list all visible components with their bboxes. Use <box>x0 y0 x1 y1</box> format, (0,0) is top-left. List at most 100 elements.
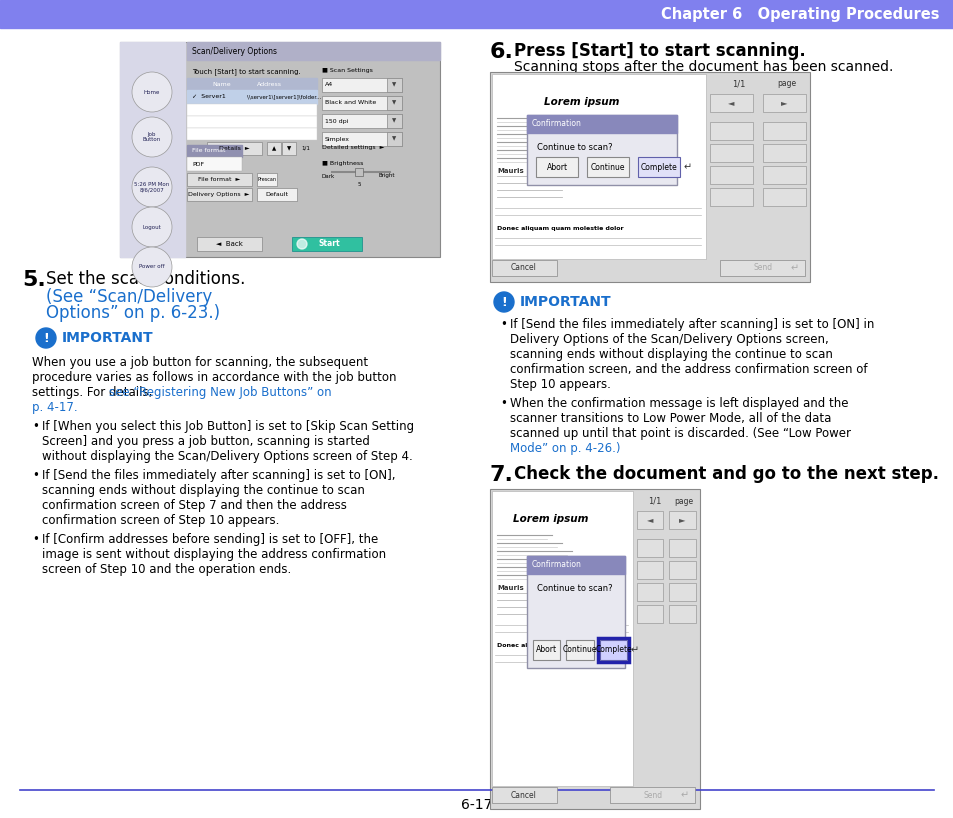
Text: Continue to scan?: Continue to scan? <box>537 142 612 151</box>
Text: Send: Send <box>642 790 662 799</box>
Text: Confirmation: Confirmation <box>532 560 581 569</box>
Text: Cancel: Cancel <box>511 263 537 272</box>
Bar <box>187 78 316 90</box>
Text: settings. For details,: settings. For details, <box>32 386 156 399</box>
Bar <box>526 115 677 133</box>
Text: Lorem ipsum: Lorem ipsum <box>513 514 588 524</box>
Text: Donec aliquam quam molestie dolor: Donec aliquam quam molestie dolor <box>497 643 623 648</box>
Text: If [Confirm addresses before sending] is set to [OFF], the: If [Confirm addresses before sending] is… <box>42 533 377 546</box>
Text: \\server1\[server1]\folder...: \\server1\[server1]\folder... <box>247 95 321 100</box>
Text: Touch [Start] to start scanning.: Touch [Start] to start scanning. <box>192 68 300 74</box>
Text: Logout: Logout <box>143 224 161 230</box>
Text: ◄: ◄ <box>727 98 734 107</box>
Bar <box>187 157 242 171</box>
Bar <box>322 96 401 110</box>
Bar <box>636 561 662 579</box>
Text: 7.: 7. <box>490 465 514 485</box>
Bar <box>267 142 281 155</box>
Bar <box>586 157 628 177</box>
Text: If [Send the files immediately after scanning] is set to [ON],: If [Send the files immediately after sca… <box>42 469 395 482</box>
Text: Continue: Continue <box>562 645 597 654</box>
Text: Lorem ipsum: Lorem ipsum <box>544 97 619 107</box>
Text: Options” on p. 6-23.): Options” on p. 6-23.) <box>46 304 220 322</box>
Bar <box>387 114 401 128</box>
Bar <box>638 157 679 177</box>
Text: p. 4-17.: p. 4-17. <box>32 401 77 414</box>
Bar <box>669 605 696 623</box>
Circle shape <box>36 328 56 348</box>
Text: Donec aliquam quam molestie dolor: Donec aliquam quam molestie dolor <box>497 226 623 231</box>
Bar <box>720 260 804 276</box>
Bar <box>292 237 361 251</box>
Text: •: • <box>32 420 39 433</box>
Bar <box>490 489 700 809</box>
Bar <box>566 640 594 660</box>
Bar <box>710 166 753 184</box>
Text: confirmation screen of Step 10 appears.: confirmation screen of Step 10 appears. <box>42 514 279 527</box>
Text: Delivery Options  ►: Delivery Options ► <box>188 192 250 197</box>
Text: Scanning stops after the document has been scanned.: Scanning stops after the document has be… <box>514 60 892 74</box>
Bar <box>669 539 696 557</box>
Bar <box>598 638 629 662</box>
Text: Scan/Delivery Options: Scan/Delivery Options <box>192 47 276 56</box>
Bar <box>322 114 401 128</box>
Text: scanner transitions to Low Power Mode, all of the data: scanner transitions to Low Power Mode, a… <box>510 412 830 425</box>
Text: Cancel: Cancel <box>511 790 537 799</box>
Bar <box>490 72 809 282</box>
Bar <box>322 78 401 92</box>
Bar <box>187 42 439 60</box>
Text: scanned up until that point is discarded. (See “Low Power: scanned up until that point is discarded… <box>510 427 850 440</box>
Bar <box>120 42 439 257</box>
Text: ►: ► <box>679 515 685 524</box>
Text: ▼: ▼ <box>392 101 395 106</box>
Text: Send: Send <box>753 263 772 272</box>
Text: screen of Step 10 and the operation ends.: screen of Step 10 and the operation ends… <box>42 563 291 576</box>
Bar <box>196 237 262 251</box>
Text: confirmation screen, and the address confirmation screen of: confirmation screen, and the address con… <box>510 363 866 376</box>
Bar <box>609 787 695 803</box>
Bar <box>526 556 625 668</box>
Text: without displaying the Scan/Delivery Options screen of Step 4.: without displaying the Scan/Delivery Opt… <box>42 450 413 463</box>
Bar <box>762 122 805 140</box>
Text: File format  ►: File format ► <box>197 177 240 182</box>
Text: 5: 5 <box>356 182 360 187</box>
Bar <box>710 144 753 162</box>
Text: When you use a job button for scanning, the subsequent: When you use a job button for scanning, … <box>32 356 368 369</box>
Bar <box>322 132 401 146</box>
Bar <box>492 260 557 276</box>
Text: Start: Start <box>318 240 339 249</box>
Bar <box>669 561 696 579</box>
Circle shape <box>132 117 172 157</box>
Bar <box>187 145 242 157</box>
Text: Chapter 6   Operating Procedures: Chapter 6 Operating Procedures <box>660 7 939 21</box>
Text: ►: ► <box>780 98 786 107</box>
Bar <box>387 132 401 146</box>
Bar <box>526 115 677 185</box>
Circle shape <box>296 239 307 249</box>
Text: ◄: ◄ <box>646 515 652 524</box>
Text: see “Registering New Job Buttons” on: see “Registering New Job Buttons” on <box>109 386 332 399</box>
Text: 1/1: 1/1 <box>301 146 310 151</box>
Text: 6-17: 6-17 <box>461 798 492 812</box>
Bar <box>636 605 662 623</box>
Text: Mauris: Mauris <box>497 168 523 174</box>
Bar <box>762 94 805 112</box>
Bar <box>187 128 316 140</box>
Bar <box>762 144 805 162</box>
Bar <box>187 90 316 104</box>
Text: PDF: PDF <box>192 161 204 167</box>
Text: 6.: 6. <box>490 42 514 62</box>
Bar <box>387 78 401 92</box>
Text: 1/1: 1/1 <box>647 497 660 506</box>
Text: !: ! <box>43 331 49 344</box>
Text: 150 dpi: 150 dpi <box>325 119 348 124</box>
Text: !: ! <box>500 295 506 308</box>
Text: Press [Start] to start scanning.: Press [Start] to start scanning. <box>514 42 805 60</box>
Circle shape <box>494 292 514 312</box>
Text: Continue to scan?: Continue to scan? <box>537 584 612 593</box>
Circle shape <box>132 207 172 247</box>
Text: Check the document and go to the next step.: Check the document and go to the next st… <box>514 465 938 483</box>
Text: 5:26 PM Mon
8/6/2007: 5:26 PM Mon 8/6/2007 <box>134 182 170 192</box>
Text: •: • <box>499 318 506 331</box>
Text: Set the scan conditions.: Set the scan conditions. <box>46 270 245 288</box>
